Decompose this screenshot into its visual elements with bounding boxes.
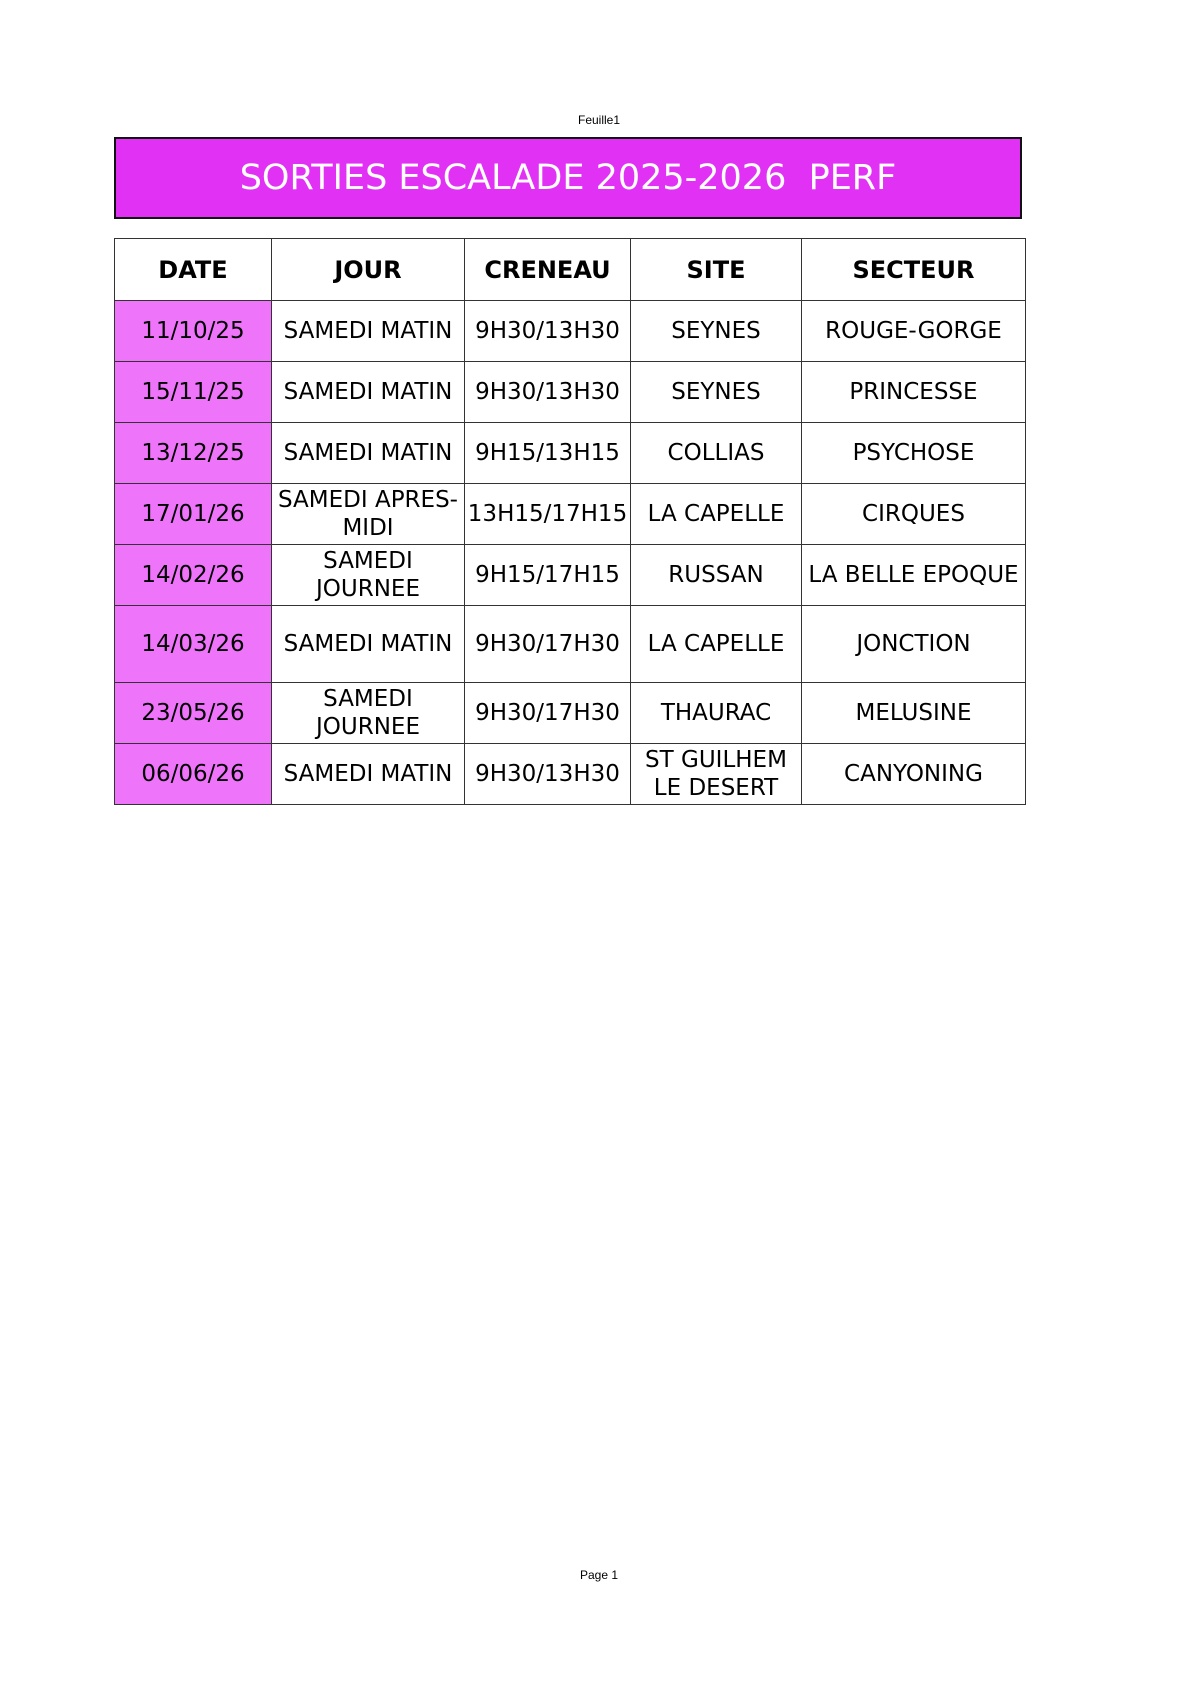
cell-site: LA CAPELLE <box>630 483 802 545</box>
cell-creneau: 9H30/13H30 <box>464 300 631 362</box>
table-row: 06/06/26 SAMEDI MATIN 9H30/13H30 ST GUILHEM… <box>114 743 1026 805</box>
cell-creneau: 9H30/13H30 <box>464 361 631 423</box>
cell-site: SEYNES <box>630 361 802 423</box>
cell-jour: SAMEDI JOURNEE <box>271 544 465 606</box>
cell-site: COLLIAS <box>630 422 802 484</box>
cell-creneau: 13H15/17H15 <box>464 483 631 545</box>
cell-site: THAURAC <box>630 682 802 744</box>
cell-creneau: 9H30/17H30 <box>464 682 631 744</box>
sheet-name-header: Feuille1 <box>577 113 621 127</box>
cell-date: 11/10/25 <box>114 300 272 362</box>
cell-date: 17/01/26 <box>114 483 272 545</box>
table-row: 17/01/26 SAMEDI APRES-MIDI 13H15/17H15 LA C… <box>114 483 1026 545</box>
cell-date: 15/11/25 <box>114 361 272 423</box>
col-header-creneau: CRENEAU <box>464 238 631 301</box>
col-header-jour: JOUR <box>271 238 465 301</box>
cell-secteur: ROUGE-GORGE <box>801 300 1026 362</box>
cell-secteur: JONCTION <box>801 605 1026 683</box>
cell-jour: SAMEDI MATIN <box>271 361 465 423</box>
cell-jour: SAMEDI MATIN <box>271 605 465 683</box>
cell-creneau: 9H30/13H30 <box>464 743 631 805</box>
cell-jour: SAMEDI JOURNEE <box>271 682 465 744</box>
cell-jour: SAMEDI MATIN <box>271 743 465 805</box>
cell-date: 23/05/26 <box>114 682 272 744</box>
cell-secteur: CIRQUES <box>801 483 1026 545</box>
cell-jour: SAMEDI MATIN <box>271 422 465 484</box>
cell-site: ST GUILHEM LE DESERT <box>630 743 802 805</box>
cell-site: RUSSAN <box>630 544 802 606</box>
col-header-date: DATE <box>114 238 272 301</box>
cell-date: 14/02/26 <box>114 544 272 606</box>
page-title: SORTIES ESCALADE 2025-2026 PERF <box>114 137 1022 219</box>
table-row: 13/12/25 SAMEDI MATIN 9H15/13H15 COLLIAS PSY… <box>114 422 1026 484</box>
table-row: 11/10/25 SAMEDI MATIN 9H30/13H30 SEYNES ROUG… <box>114 300 1026 362</box>
col-header-secteur: SECTEUR <box>801 238 1026 301</box>
table-row: 14/03/26 SAMEDI MATIN 9H30/17H30 LA CAPELLE… <box>114 605 1026 683</box>
table-row: 23/05/26 SAMEDI JOURNEE 9H30/17H30 THAURAC M… <box>114 682 1026 744</box>
table-row: 15/11/25 SAMEDI MATIN 9H30/13H30 SEYNES PRIN… <box>114 361 1026 423</box>
cell-creneau: 9H30/17H30 <box>464 605 631 683</box>
cell-date: 13/12/25 <box>114 422 272 484</box>
col-header-site: SITE <box>630 238 802 301</box>
cell-creneau: 9H15/17H15 <box>464 544 631 606</box>
header-row: DATE JOUR CRENEAU SITE SECTEUR <box>114 238 1026 301</box>
cell-site: LA CAPELLE <box>630 605 802 683</box>
cell-secteur: CANYONING <box>801 743 1026 805</box>
cell-secteur: LA BELLE EPOQUE <box>801 544 1026 606</box>
cell-date: 06/06/26 <box>114 743 272 805</box>
cell-jour: SAMEDI APRES-MIDI <box>271 483 465 545</box>
cell-secteur: MELUSINE <box>801 682 1026 744</box>
cell-date: 14/03/26 <box>114 605 272 683</box>
cell-site: SEYNES <box>630 300 802 362</box>
schedule-table: DATE JOUR CRENEAU SITE SECTEUR 11/10/25 S… <box>114 238 1026 805</box>
cell-creneau: 9H15/13H15 <box>464 422 631 484</box>
cell-secteur: PSYCHOSE <box>801 422 1026 484</box>
cell-secteur: PRINCESSE <box>801 361 1026 423</box>
table-row: 14/02/26 SAMEDI JOURNEE 9H15/17H15 RUSSAN LA… <box>114 544 1026 606</box>
page-number: Page 1 <box>579 1568 619 1582</box>
cell-jour: SAMEDI MATIN <box>271 300 465 362</box>
